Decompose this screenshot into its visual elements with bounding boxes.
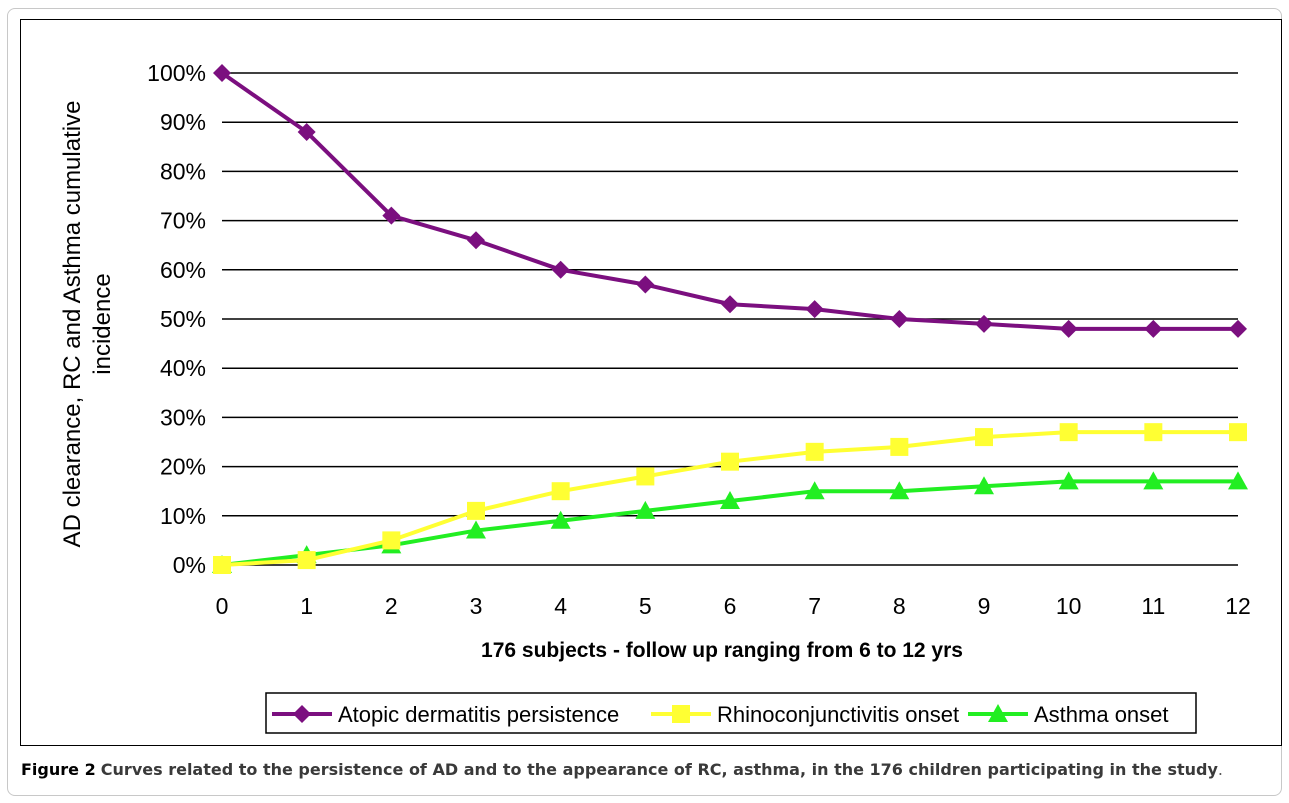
data-point-marker bbox=[974, 476, 994, 495]
caption-text: Curves related to the persistence of AD … bbox=[100, 760, 1218, 779]
x-tick-labels: 0 1 2 3 4 5 6 7 8 9 10 11 12 bbox=[216, 593, 1251, 619]
legend-label: Rhinoconjunctivitis onset bbox=[717, 702, 959, 727]
x-tick-label: 3 bbox=[470, 593, 483, 619]
data-point-marker bbox=[721, 452, 739, 471]
data-point-marker bbox=[1228, 471, 1248, 490]
data-point-marker bbox=[1059, 423, 1078, 442]
data-point-marker bbox=[804, 481, 825, 500]
legend-label: Atopic dermatitis persistence bbox=[338, 702, 619, 727]
y-tick-label: 80% bbox=[160, 158, 206, 184]
chart-area bbox=[20, 19, 1282, 746]
data-point-marker bbox=[635, 500, 656, 519]
x-tick-label: 7 bbox=[808, 593, 821, 619]
data-point-marker bbox=[550, 510, 571, 529]
data-point-marker bbox=[382, 531, 401, 550]
data-point-marker bbox=[1144, 319, 1163, 338]
series-triangle bbox=[212, 471, 1248, 573]
data-point-marker bbox=[551, 482, 570, 501]
series-square bbox=[213, 423, 1247, 574]
data-point-marker bbox=[1143, 471, 1164, 490]
data-point-marker bbox=[975, 314, 993, 333]
x-tick-label: 2 bbox=[385, 593, 398, 619]
legend-marker bbox=[672, 705, 690, 723]
series-line bbox=[220, 71, 1238, 331]
data-point-marker bbox=[1229, 423, 1247, 442]
data-point-marker bbox=[1144, 423, 1163, 442]
legend: Atopic dermatitis persistence Rhinoconjun… bbox=[265, 692, 1197, 734]
series-diamond bbox=[213, 64, 1247, 338]
x-tick-label: 9 bbox=[978, 593, 991, 619]
x-tick-label: 0 bbox=[216, 593, 229, 619]
data-point-marker bbox=[551, 260, 570, 279]
data-point-marker bbox=[636, 467, 655, 486]
figure-caption: Figure 2 Curves related to the persisten… bbox=[21, 760, 1223, 779]
x-tick-label: 1 bbox=[300, 593, 313, 619]
data-point-marker bbox=[636, 275, 655, 294]
data-point-marker bbox=[975, 428, 993, 447]
data-point-marker bbox=[889, 481, 910, 500]
caption-label: Figure 2 bbox=[21, 760, 96, 779]
y-tick-label: 50% bbox=[160, 306, 206, 332]
y-axis-label-line2: incidence bbox=[89, 273, 116, 374]
data-point-marker bbox=[805, 300, 824, 319]
legend-box bbox=[265, 692, 1197, 734]
data-point-marker bbox=[721, 295, 739, 314]
y-tick-label: 100% bbox=[147, 60, 206, 86]
data-point-marker bbox=[467, 231, 485, 250]
series-group bbox=[212, 64, 1248, 574]
data-point-marker bbox=[213, 64, 231, 82]
legend-marker bbox=[988, 704, 1008, 722]
x-tick-label: 6 bbox=[724, 593, 737, 619]
data-point-marker bbox=[297, 551, 316, 570]
x-tick-label: 10 bbox=[1056, 593, 1082, 619]
x-tick-label: 5 bbox=[639, 593, 652, 619]
data-point-marker bbox=[297, 123, 316, 142]
data-point-marker bbox=[805, 442, 824, 461]
data-point-marker bbox=[466, 520, 486, 539]
x-tick-label: 8 bbox=[893, 593, 906, 619]
data-point-marker bbox=[213, 556, 231, 574]
x-tick-label: 11 bbox=[1141, 593, 1165, 619]
data-point-marker bbox=[890, 437, 909, 456]
y-tick-label: 10% bbox=[160, 503, 206, 529]
data-point-marker bbox=[467, 501, 485, 520]
data-point-marker bbox=[720, 491, 740, 510]
y-tick-labels: 0% 10% 20% 30% 40% 50% 60% 70% 80% 90% 100% bbox=[147, 60, 206, 578]
legend-marker bbox=[293, 705, 311, 723]
x-axis-label: 176 subjects - follow up ranging from 6 … bbox=[481, 639, 963, 662]
y-tick-label: 20% bbox=[160, 454, 206, 480]
x-tick-label: 12 bbox=[1225, 593, 1251, 619]
caption-end: . bbox=[1217, 760, 1223, 779]
x-tick-label: 4 bbox=[554, 593, 567, 619]
y-tick-label: 60% bbox=[160, 257, 206, 283]
legend-label: Asthma onset bbox=[1034, 702, 1169, 727]
data-point-marker bbox=[1229, 319, 1247, 338]
y-tick-label: 90% bbox=[160, 109, 206, 135]
y-tick-label: 30% bbox=[160, 404, 206, 430]
y-axis-label-line1: AD clearance, RC and Asthma cumulative bbox=[59, 101, 86, 548]
data-point-marker bbox=[890, 310, 909, 328]
y-tick-label: 40% bbox=[160, 355, 206, 381]
y-tick-label: 0% bbox=[173, 552, 206, 578]
data-point-marker bbox=[382, 206, 401, 225]
data-point-marker bbox=[1058, 471, 1079, 490]
data-point-marker bbox=[1059, 319, 1078, 338]
y-tick-label: 70% bbox=[160, 208, 206, 234]
